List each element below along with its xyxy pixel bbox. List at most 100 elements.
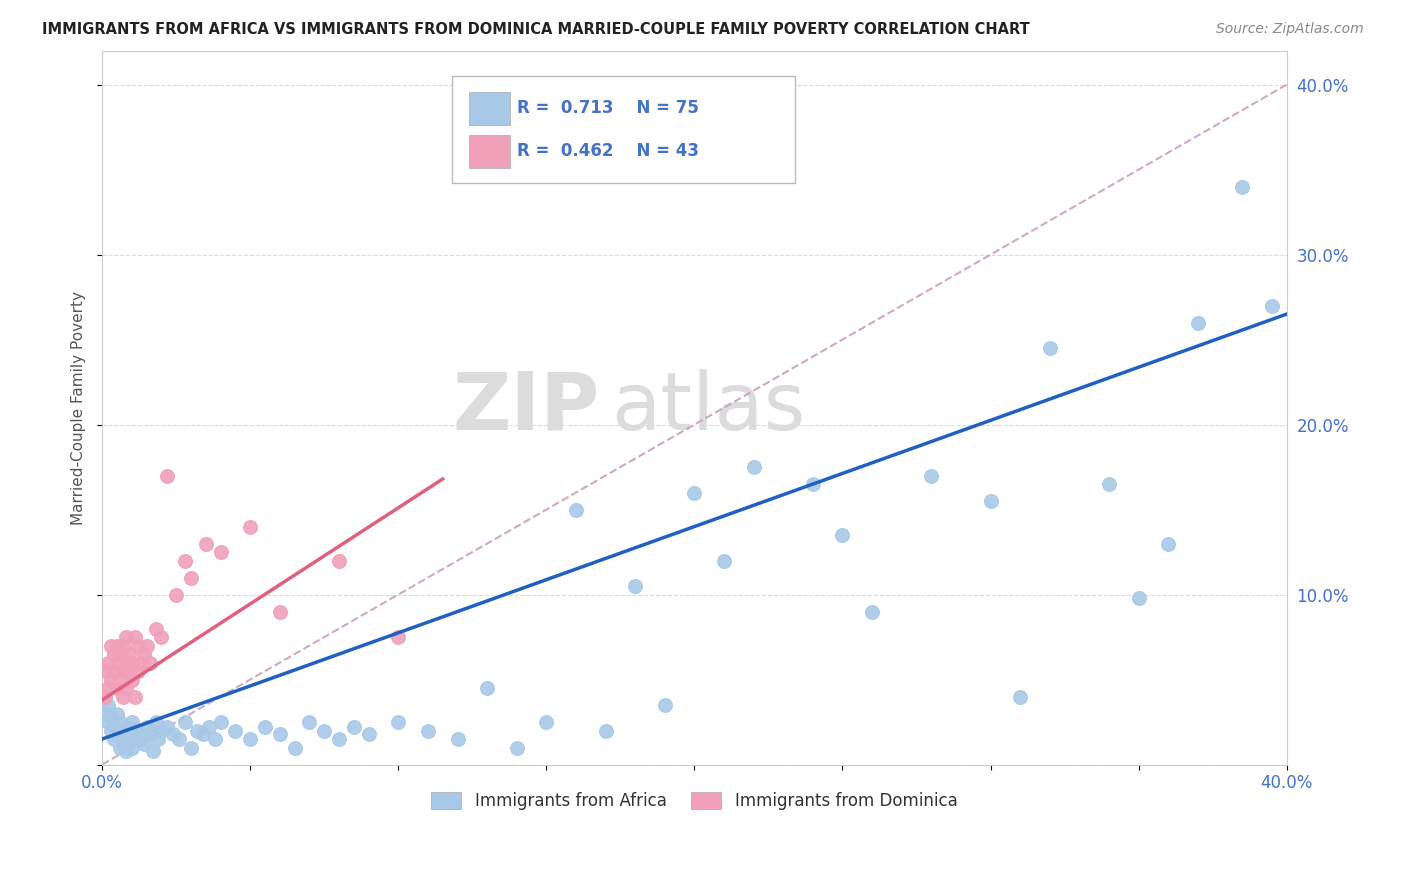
Point <box>129 656 152 670</box>
Point <box>595 723 617 738</box>
Point <box>124 690 146 704</box>
Point <box>328 553 350 567</box>
FancyBboxPatch shape <box>470 92 509 125</box>
Point <box>167 731 190 746</box>
Point <box>683 485 706 500</box>
Point <box>108 647 131 661</box>
Point <box>118 647 141 661</box>
Point <box>920 468 942 483</box>
Point <box>194 536 217 550</box>
FancyBboxPatch shape <box>470 135 509 168</box>
Point <box>94 690 117 704</box>
Point <box>105 727 128 741</box>
Point <box>127 639 149 653</box>
Point <box>118 664 141 678</box>
Point <box>506 740 529 755</box>
Point <box>1010 690 1032 704</box>
Point <box>860 605 883 619</box>
Point <box>94 664 117 678</box>
Point <box>1157 536 1180 550</box>
Y-axis label: Married-Couple Family Poverty: Married-Couple Family Poverty <box>72 291 86 524</box>
Point <box>97 714 120 729</box>
Point <box>129 731 152 746</box>
Point <box>269 727 291 741</box>
Point <box>801 477 824 491</box>
Point <box>105 639 128 653</box>
Point <box>97 698 120 712</box>
Text: IMMIGRANTS FROM AFRICA VS IMMIGRANTS FROM DOMINICA MARRIED-COUPLE FAMILY POVERTY: IMMIGRANTS FROM AFRICA VS IMMIGRANTS FRO… <box>42 22 1031 37</box>
Point <box>180 570 202 584</box>
Point <box>115 727 138 741</box>
Point <box>387 630 409 644</box>
Point <box>387 714 409 729</box>
Point <box>127 723 149 738</box>
Point <box>108 714 131 729</box>
Point <box>742 460 765 475</box>
Point <box>121 740 143 755</box>
Point <box>141 744 163 758</box>
Text: atlas: atlas <box>612 368 806 447</box>
Point <box>224 723 246 738</box>
Point <box>446 731 468 746</box>
Point <box>121 656 143 670</box>
Point <box>357 727 380 741</box>
Point <box>314 723 336 738</box>
Point <box>138 727 160 741</box>
Point <box>150 723 173 738</box>
Legend: Immigrants from Africa, Immigrants from Dominica: Immigrants from Africa, Immigrants from … <box>425 785 965 817</box>
Point <box>105 681 128 695</box>
Point <box>1039 341 1062 355</box>
Point <box>100 639 122 653</box>
Point <box>103 664 125 678</box>
Point <box>174 553 197 567</box>
Point <box>121 673 143 687</box>
Text: Source: ZipAtlas.com: Source: ZipAtlas.com <box>1216 22 1364 37</box>
Point <box>111 664 134 678</box>
Point <box>97 656 120 670</box>
Text: ZIP: ZIP <box>453 368 599 447</box>
Point <box>343 720 366 734</box>
Point <box>115 630 138 644</box>
Point <box>100 673 122 687</box>
Point <box>298 714 321 729</box>
Point <box>111 690 134 704</box>
Point <box>145 714 167 729</box>
Point <box>156 720 179 734</box>
Point <box>145 622 167 636</box>
Point <box>100 723 122 738</box>
Point <box>111 723 134 738</box>
Point <box>103 731 125 746</box>
Point <box>115 744 138 758</box>
Point <box>118 720 141 734</box>
Point <box>1128 591 1150 605</box>
Point <box>979 494 1001 508</box>
Point <box>565 502 588 516</box>
FancyBboxPatch shape <box>451 76 794 183</box>
Point <box>103 647 125 661</box>
Point <box>108 740 131 755</box>
Point <box>269 605 291 619</box>
Point <box>121 714 143 729</box>
Point <box>239 519 262 533</box>
Point <box>148 731 170 746</box>
Point <box>1230 179 1253 194</box>
Point <box>416 723 439 738</box>
Point <box>105 656 128 670</box>
Point <box>156 468 179 483</box>
Point <box>115 656 138 670</box>
Point <box>198 720 221 734</box>
Point <box>108 673 131 687</box>
Point <box>831 528 853 542</box>
Point <box>328 731 350 746</box>
Point <box>138 656 160 670</box>
Point <box>209 714 232 729</box>
Point <box>1098 477 1121 491</box>
Point <box>191 727 214 741</box>
Point <box>1187 316 1209 330</box>
Point <box>713 553 735 567</box>
Point <box>1261 299 1284 313</box>
Point <box>186 723 208 738</box>
Point <box>135 720 157 734</box>
Point <box>180 740 202 755</box>
Point <box>132 647 155 661</box>
